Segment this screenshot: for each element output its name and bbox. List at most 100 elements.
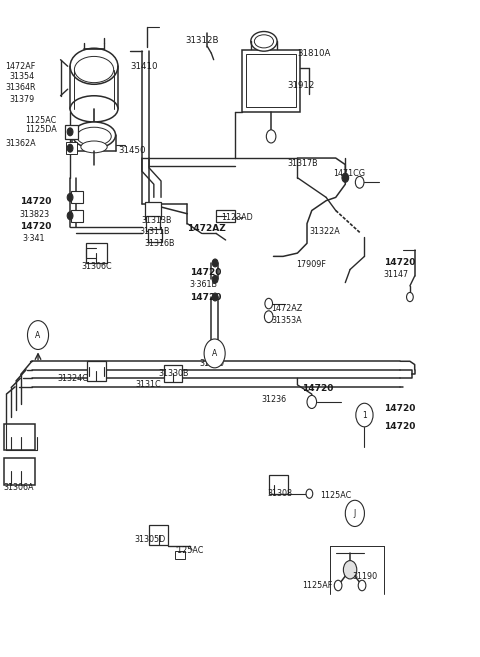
FancyBboxPatch shape	[145, 202, 160, 219]
Ellipse shape	[81, 141, 107, 153]
Text: 14720: 14720	[20, 198, 51, 206]
Text: 14720: 14720	[190, 268, 221, 277]
Text: 1472AZ: 1472AZ	[271, 304, 302, 313]
FancyBboxPatch shape	[246, 55, 296, 107]
Ellipse shape	[74, 57, 114, 83]
Text: 31190: 31190	[352, 572, 378, 581]
Text: 31306C: 31306C	[81, 261, 112, 271]
Circle shape	[345, 500, 364, 526]
Text: 31912: 31912	[288, 81, 315, 91]
Text: A: A	[36, 330, 41, 340]
Text: 31353A: 31353A	[271, 316, 302, 325]
Circle shape	[355, 176, 364, 188]
Text: 31810A: 31810A	[298, 49, 331, 58]
Text: 14720: 14720	[190, 292, 221, 302]
Ellipse shape	[251, 32, 277, 51]
Text: 31410: 31410	[130, 62, 157, 71]
Ellipse shape	[70, 48, 118, 84]
Circle shape	[212, 275, 218, 283]
Ellipse shape	[70, 96, 118, 122]
Text: 1125AC: 1125AC	[321, 491, 352, 499]
Circle shape	[334, 580, 342, 591]
Text: 31330B: 31330B	[158, 369, 189, 378]
Ellipse shape	[254, 35, 274, 48]
Text: 1125AF: 1125AF	[302, 581, 333, 590]
Text: 31364R: 31364R	[5, 83, 36, 92]
FancyBboxPatch shape	[164, 365, 182, 382]
Circle shape	[266, 130, 276, 143]
Text: 1472AF: 1472AF	[5, 62, 36, 71]
Text: 31311B: 31311B	[140, 227, 170, 236]
Circle shape	[212, 259, 218, 267]
FancyBboxPatch shape	[4, 459, 36, 484]
FancyBboxPatch shape	[72, 191, 83, 203]
Text: 14720: 14720	[302, 384, 334, 394]
FancyBboxPatch shape	[65, 125, 78, 139]
Text: 31362A: 31362A	[5, 139, 36, 148]
Circle shape	[264, 311, 273, 323]
Text: 3·341: 3·341	[23, 233, 45, 242]
Ellipse shape	[72, 122, 116, 148]
Text: 31147: 31147	[384, 270, 408, 279]
Text: 31308: 31308	[268, 489, 293, 498]
Circle shape	[67, 193, 73, 201]
Text: 313823: 313823	[20, 210, 50, 219]
Text: 14720: 14720	[20, 222, 51, 231]
Circle shape	[307, 396, 317, 409]
Text: 3·361B: 3·361B	[190, 280, 218, 289]
Circle shape	[204, 339, 225, 368]
FancyBboxPatch shape	[72, 210, 83, 221]
Circle shape	[67, 212, 73, 219]
Text: 31379: 31379	[9, 95, 35, 104]
FancyBboxPatch shape	[146, 216, 160, 231]
FancyBboxPatch shape	[4, 424, 36, 450]
Text: 31313B: 31313B	[142, 215, 172, 225]
Circle shape	[343, 560, 357, 579]
Text: 31450: 31450	[118, 146, 145, 154]
Circle shape	[356, 403, 373, 427]
Text: 31324C: 31324C	[57, 374, 88, 383]
Circle shape	[306, 489, 313, 498]
Circle shape	[358, 580, 366, 591]
FancyBboxPatch shape	[242, 49, 300, 112]
Text: 1471CG: 1471CG	[333, 170, 365, 178]
Circle shape	[67, 128, 73, 136]
Circle shape	[212, 293, 218, 301]
FancyBboxPatch shape	[269, 475, 288, 494]
Ellipse shape	[77, 127, 111, 146]
Text: 31236: 31236	[262, 395, 287, 404]
Text: 31354: 31354	[9, 72, 35, 81]
Circle shape	[67, 145, 73, 152]
Text: 31306A: 31306A	[3, 483, 34, 491]
Text: 31317B: 31317B	[288, 159, 319, 168]
Text: 31322A: 31322A	[310, 227, 340, 236]
Text: 14720: 14720	[384, 404, 415, 413]
FancyBboxPatch shape	[66, 143, 77, 154]
Text: 1: 1	[362, 411, 367, 420]
Circle shape	[407, 292, 413, 302]
Circle shape	[27, 321, 48, 350]
Text: 31316B: 31316B	[144, 238, 175, 248]
Text: A: A	[212, 349, 217, 358]
Text: 1125AC: 1125AC	[25, 116, 57, 125]
FancyBboxPatch shape	[85, 243, 107, 263]
Text: 3131C: 3131C	[136, 380, 161, 389]
FancyBboxPatch shape	[87, 361, 106, 381]
FancyBboxPatch shape	[175, 551, 185, 558]
Text: 14720: 14720	[384, 422, 415, 432]
Text: 31312B: 31312B	[185, 35, 218, 45]
Text: J: J	[354, 509, 356, 518]
Text: 1123AD: 1123AD	[221, 213, 252, 221]
Text: 14720: 14720	[384, 258, 415, 267]
Text: 17909F: 17909F	[297, 260, 326, 269]
FancyBboxPatch shape	[149, 525, 168, 545]
FancyBboxPatch shape	[216, 210, 235, 221]
Text: 1472AZ: 1472AZ	[187, 223, 226, 233]
Text: 31340: 31340	[199, 359, 224, 368]
Text: 31305D: 31305D	[135, 535, 166, 544]
Text: '125AC: '125AC	[175, 545, 204, 555]
Text: 1125DA: 1125DA	[25, 125, 57, 134]
Circle shape	[265, 298, 273, 309]
Circle shape	[342, 173, 348, 182]
FancyBboxPatch shape	[148, 229, 161, 242]
